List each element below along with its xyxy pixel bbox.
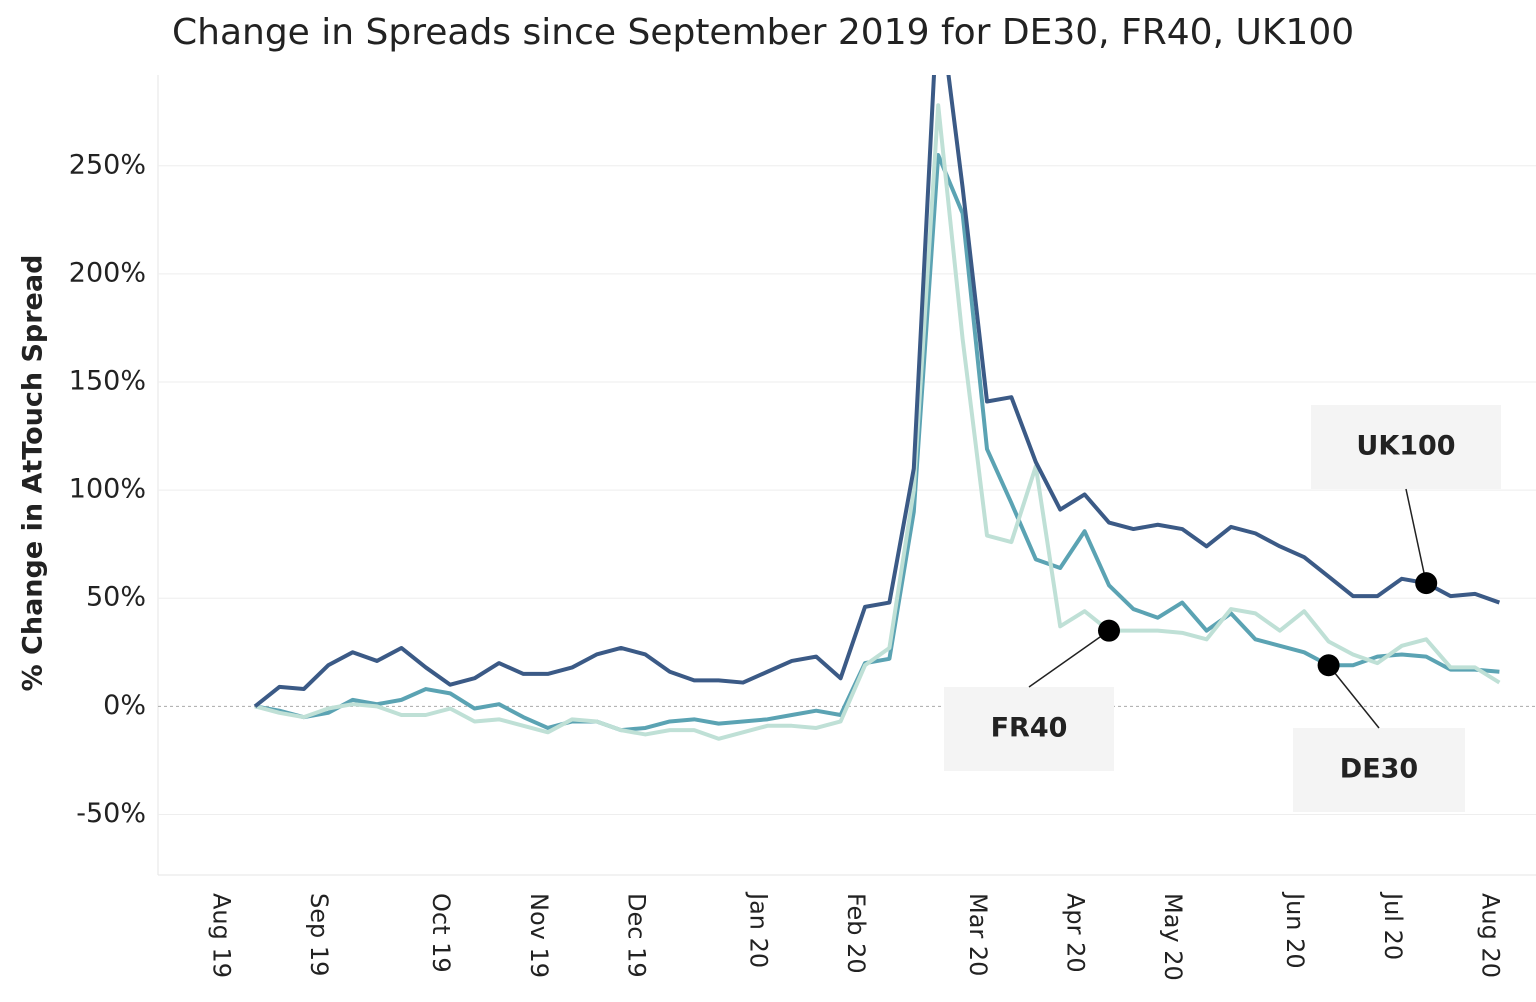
callout-box [1311,405,1501,489]
series-line [254,153,1500,733]
callout-dot [1098,619,1120,642]
x-tick-label: Feb 20 [842,893,870,974]
x-tick-label: Dec 19 [622,893,650,978]
callout-line [1405,488,1427,584]
x-tick-label: Mar 20 [964,893,992,976]
series-line [254,103,1501,741]
callout-dot [1317,654,1340,677]
y-tick-label: -50% [76,798,146,829]
chart-title: Change in Spreads since September 2019 f… [172,12,1354,53]
y-tick-label: 150% [69,366,146,397]
y-tick-label: 0% [103,690,146,721]
callout-dot [1415,572,1438,595]
y-axis-label: % Change in AtTouch Spread [18,255,49,692]
callout-box [1293,728,1465,812]
x-tick-label: Sep 19 [305,893,333,976]
y-tick-label: 50% [86,582,146,613]
x-tick-label: Aug 20 [1476,893,1504,978]
callout-line [1328,664,1380,729]
series-line [253,75,1501,708]
x-tick-label: Oct 19 [427,893,455,973]
series-label: UK100 [1356,431,1455,462]
x-tick-label: Jan 20 [744,891,772,968]
plot-area [253,75,1501,741]
y-tick-label: 250% [69,149,146,180]
x-tick-label: Jun 20 [1281,891,1309,969]
callout-line [1028,630,1110,688]
y-tick-label: 200% [69,257,146,288]
x-tick-label: Nov 19 [525,893,553,978]
series-label: DE30 [1340,754,1418,785]
x-tick-label: Apr 20 [1062,893,1090,973]
x-tick-label: May 20 [1159,893,1187,981]
callout-box [944,687,1114,771]
x-tick-label: Aug 19 [208,893,236,978]
series-label: FR40 [991,713,1068,744]
x-tick-label: Jul 20 [1379,891,1407,960]
y-tick-label: 100% [69,474,146,505]
